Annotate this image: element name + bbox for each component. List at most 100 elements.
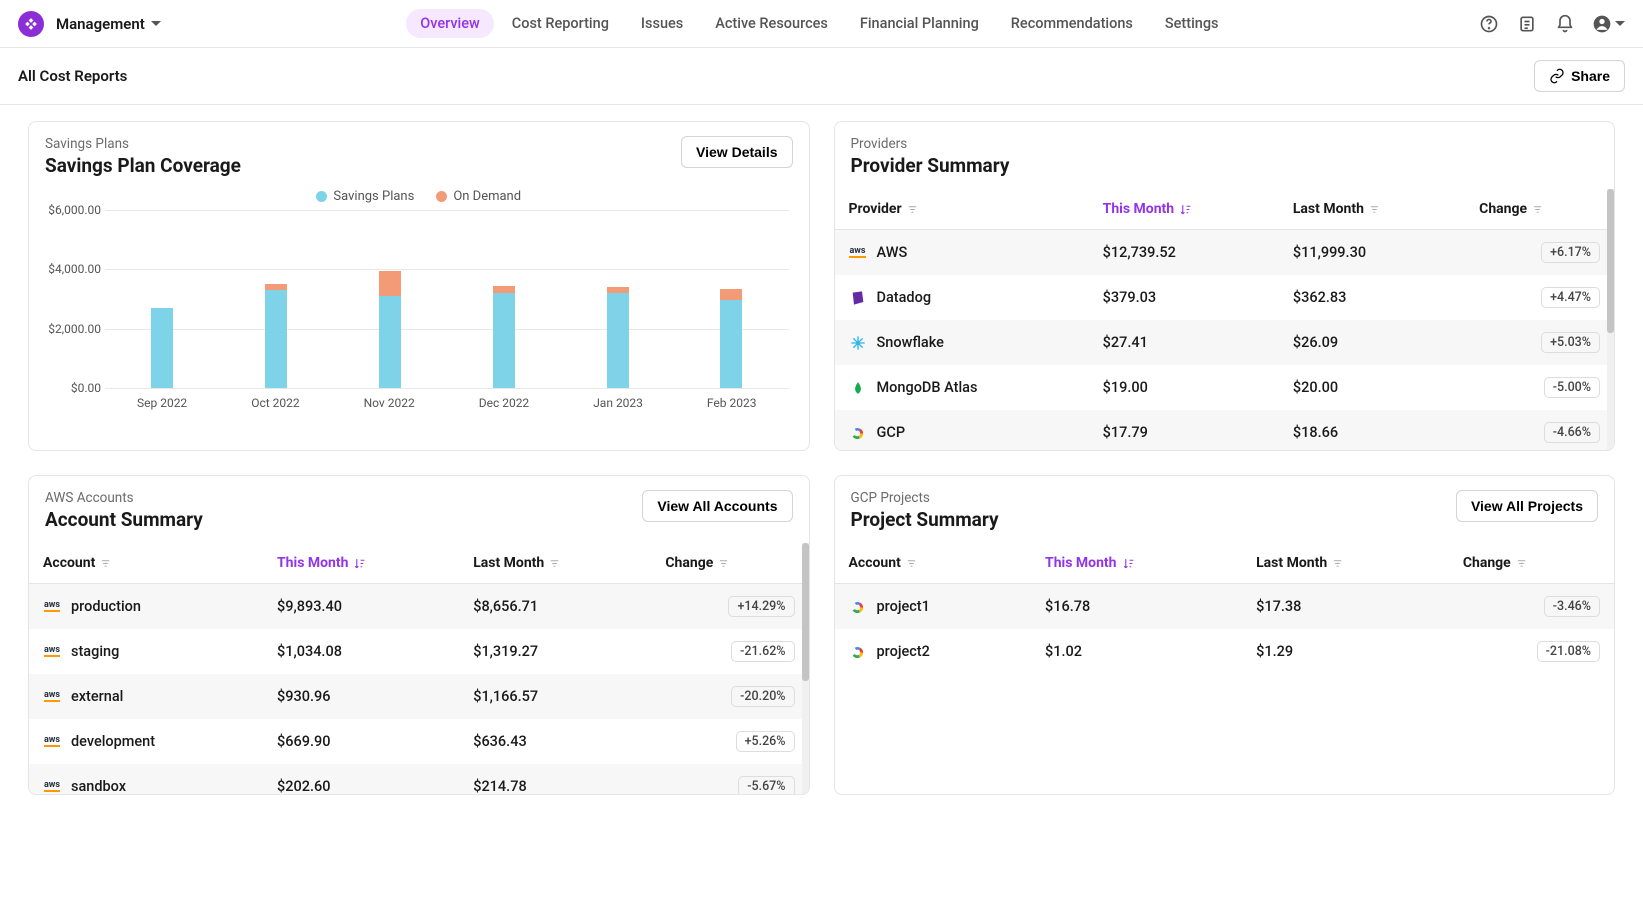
column-label: Last Month — [1293, 201, 1364, 217]
table-row[interactable]: awsstaging$1,034.08$1,319.27-21.62% — [29, 629, 809, 674]
column-header[interactable]: Last Month — [459, 543, 651, 584]
accounts-panel: AWS Accounts Account Summary View All Ac… — [28, 475, 810, 795]
filter-icon — [907, 204, 918, 215]
last-month-value: $8,656.71 — [459, 584, 651, 630]
nav-tab-overview[interactable]: Overview — [406, 9, 494, 38]
column-header[interactable]: This Month — [1031, 543, 1242, 584]
nav-tab-settings[interactable]: Settings — [1151, 9, 1233, 38]
table-row[interactable]: Datadog$379.03$362.83+4.47% — [835, 275, 1615, 320]
change-badge: -4.66% — [1544, 422, 1600, 443]
bar[interactable] — [720, 210, 742, 388]
column-header[interactable]: This Month — [1089, 189, 1279, 230]
aws-icon: aws — [43, 733, 61, 751]
view-all-projects-button[interactable]: View All Projects — [1456, 490, 1598, 522]
this-month-value: $17.79 — [1089, 410, 1279, 450]
table-row[interactable]: awsAWS$12,739.52$11,999.30+6.17% — [835, 230, 1615, 276]
table-row[interactable]: awssandbox$202.60$214.78-5.67% — [29, 764, 809, 794]
column-header[interactable]: Account — [29, 543, 263, 584]
bar[interactable] — [265, 210, 287, 388]
column-header[interactable]: Provider — [835, 189, 1089, 230]
scrollbar[interactable] — [1607, 189, 1614, 450]
view-details-button[interactable]: View Details — [681, 136, 792, 168]
aws-icon: aws — [43, 778, 61, 795]
table-row[interactable]: awsproduction$9,893.40$8,656.71+14.29% — [29, 584, 809, 630]
caret-down-icon — [151, 21, 161, 26]
bar[interactable] — [379, 210, 401, 388]
account-menu[interactable] — [1592, 13, 1625, 35]
table-row[interactable]: project1 $16.78$17.38 -3.46% — [835, 584, 1615, 630]
this-month-value: $19.00 — [1089, 365, 1279, 410]
column-header[interactable]: Last Month — [1242, 543, 1449, 584]
column-label: Last Month — [1256, 555, 1327, 571]
mongodb-icon — [849, 379, 867, 397]
bar[interactable] — [493, 210, 515, 388]
snowflake-icon — [849, 334, 867, 352]
table-row[interactable]: MongoDB Atlas$19.00$20.00-5.00% — [835, 365, 1615, 410]
column-header[interactable]: Change — [651, 543, 808, 584]
sort-desc-icon — [1122, 557, 1135, 570]
row-name: project2 — [877, 643, 930, 660]
column-header[interactable]: Change — [1449, 543, 1614, 584]
this-month-value: $202.60 — [263, 764, 459, 794]
x-axis-label: Oct 2022 — [251, 396, 299, 410]
column-header[interactable]: Change — [1465, 189, 1614, 230]
bar[interactable] — [607, 210, 629, 388]
row-name: MongoDB Atlas — [877, 379, 978, 396]
nav-tab-recommendations[interactable]: Recommendations — [997, 9, 1147, 38]
change-badge: -3.46% — [1544, 596, 1600, 617]
y-axis-label: $2,000.00 — [41, 322, 101, 336]
row-name: external — [71, 688, 123, 705]
this-month-value: $930.96 — [263, 674, 459, 719]
table-row[interactable]: awsexternal$930.96$1,166.57-20.20% — [29, 674, 809, 719]
nav-tab-issues[interactable]: Issues — [627, 9, 697, 38]
table-row[interactable]: Snowflake$27.41$26.09+5.03% — [835, 320, 1615, 365]
column-header[interactable]: This Month — [263, 543, 459, 584]
nav-tab-financial-planning[interactable]: Financial Planning — [846, 9, 993, 38]
change-badge: +6.17% — [1541, 242, 1600, 263]
row-name: project1 — [877, 598, 930, 615]
last-month-value: $17.38 — [1242, 584, 1449, 630]
view-all-accounts-button[interactable]: View All Accounts — [642, 490, 792, 522]
share-button[interactable]: Share — [1534, 60, 1625, 92]
this-month-value: $16.78 — [1031, 584, 1242, 630]
legend-label: Savings Plans — [333, 189, 414, 204]
filter-icon — [718, 558, 729, 569]
logo[interactable] — [18, 11, 44, 37]
panel-pretitle: GCP Projects — [851, 490, 999, 506]
panel-pretitle: Savings Plans — [45, 136, 241, 152]
aws-icon: aws — [849, 244, 867, 262]
change-badge: -20.20% — [731, 686, 794, 707]
this-month-value: $9,893.40 — [263, 584, 459, 630]
nav-tab-cost-reporting[interactable]: Cost Reporting — [498, 9, 623, 38]
row-name: AWS — [877, 244, 908, 261]
column-header[interactable]: Last Month — [1279, 189, 1465, 230]
nav-tab-active-resources[interactable]: Active Resources — [701, 9, 842, 38]
table-row[interactable]: GCP$17.79$18.66-4.66% — [835, 410, 1615, 450]
column-header[interactable]: Account — [835, 543, 1032, 584]
datadog-icon — [849, 289, 867, 307]
column-label: Account — [43, 555, 95, 571]
notes-icon[interactable] — [1516, 13, 1538, 35]
this-month-value: $379.03 — [1089, 275, 1279, 320]
column-label: Change — [1463, 555, 1511, 571]
bar[interactable] — [151, 210, 173, 388]
legend-item: On Demand — [436, 189, 521, 204]
x-axis-label: Dec 2022 — [479, 396, 529, 410]
x-axis-label: Jan 2023 — [593, 396, 643, 410]
row-name: GCP — [877, 424, 906, 441]
last-month-value: $1,166.57 — [459, 674, 651, 719]
table-row[interactable]: awsdevelopment$669.90$636.43+5.26% — [29, 719, 809, 764]
gcp-icon — [849, 598, 867, 616]
table-row[interactable]: project2$1.02$1.29-21.08% — [835, 629, 1615, 674]
last-month-value: $214.78 — [459, 764, 651, 794]
column-label: This Month — [277, 555, 348, 571]
projects-table: Account This Month Last Month Change projec… — [835, 543, 1615, 674]
filter-icon — [1332, 558, 1343, 569]
bell-icon[interactable] — [1554, 13, 1576, 35]
column-label: Account — [849, 555, 901, 571]
panel-title: Project Summary — [851, 508, 999, 531]
workspace-select[interactable]: Management — [56, 15, 161, 33]
panels-grid: Savings Plans Savings Plan Coverage View… — [0, 105, 1643, 819]
help-icon[interactable] — [1478, 13, 1500, 35]
scrollbar[interactable] — [802, 543, 809, 794]
